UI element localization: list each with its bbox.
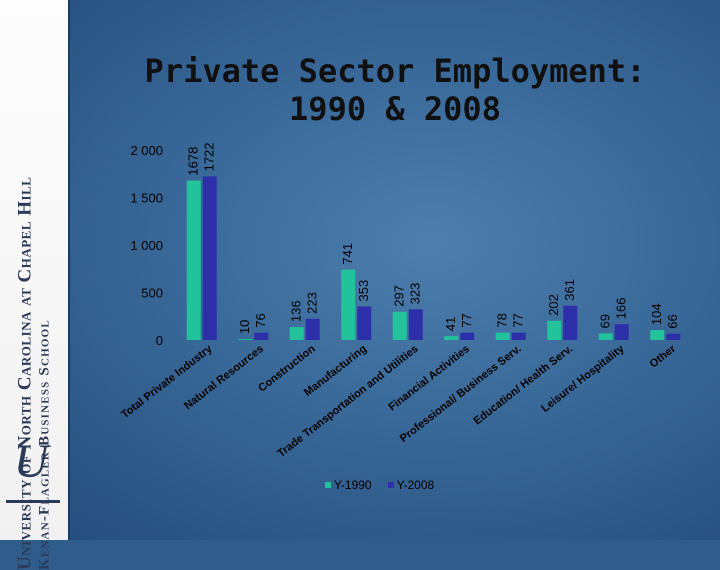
bar-value-label: 297 [392, 285, 407, 307]
bar [495, 332, 510, 340]
bar [460, 332, 475, 340]
chart-title-line-1: Private Sector Employment: [144, 52, 646, 90]
bar-value-label: 166 [614, 298, 629, 320]
bar [392, 311, 407, 340]
legend-swatch-y-2008 [387, 482, 394, 488]
university-sidebar: University of North Carolina at Chapel H… [0, 0, 70, 570]
bar [408, 309, 423, 340]
legend-swatch-y-1990 [325, 482, 331, 488]
category-label: Total Private Industry [119, 342, 215, 421]
bar-value-label: 77 [459, 313, 474, 327]
bar [238, 339, 253, 340]
bar-chart: 0 500 1 000 1 500 2 000 1678 1722 Total Private… [119, 142, 681, 460]
bar-value-label: 1678 [186, 147, 201, 176]
bar-value-label: 323 [408, 283, 423, 305]
bar [254, 332, 269, 340]
bar-value-label: 78 [495, 313, 510, 327]
bar [341, 269, 356, 340]
bar [650, 330, 665, 340]
bar [202, 176, 217, 340]
bar [547, 320, 562, 340]
bar-value-label: 741 [340, 243, 355, 265]
logo-underline [6, 500, 60, 503]
y-tick-label: 500 [141, 286, 163, 301]
bar-value-label: 361 [562, 279, 577, 301]
bar-value-label: 76 [253, 313, 268, 327]
slide-background [0, 0, 720, 540]
bar-value-label: 1722 [202, 142, 217, 171]
chart-title-line-2: 1990 & 2008 [289, 90, 501, 128]
legend-label-y-1990: Y-1990 [334, 478, 372, 492]
bar-value-label: 223 [305, 292, 320, 314]
bar-value-label: 66 [665, 314, 680, 328]
bar [511, 332, 526, 340]
bar [563, 305, 578, 340]
legend-item-y-1990: Y-1990 [325, 478, 372, 492]
bar-value-label: 104 [649, 303, 664, 325]
bar [289, 327, 304, 340]
bar-value-label: 10 [237, 320, 252, 334]
university-logo: U [13, 435, 49, 488]
bar-value-label: 77 [511, 313, 526, 327]
bar-value-label: 41 [443, 317, 458, 331]
bar [186, 180, 201, 340]
bar [666, 333, 681, 340]
legend-label-y-2008: Y-2008 [396, 478, 435, 492]
bar [444, 336, 459, 340]
legend-item-y-2008: Y-2008 [387, 478, 435, 492]
bar [357, 306, 372, 340]
bar-value-label: 69 [598, 314, 613, 328]
category-label: Leisure/ Hospitality [539, 342, 627, 414]
chart-title: Private Sector Employment: 1990 & 2008 [100, 52, 690, 128]
chart-legend: Y-1990 Y-2008 [325, 478, 434, 492]
y-tick-label: 2 000 [130, 143, 163, 158]
category-label: Other [648, 342, 679, 370]
y-tick-label: 1 500 [130, 191, 163, 206]
bar [305, 318, 320, 340]
category-label: Education/ Health Serv. [472, 343, 576, 428]
bar [598, 333, 613, 340]
y-tick-label: 1 000 [130, 238, 163, 253]
bar [614, 324, 629, 340]
bar-value-label: 202 [546, 294, 561, 316]
y-tick-label: 0 [156, 333, 163, 348]
bar-value-label: 136 [289, 300, 304, 322]
bar-value-label: 353 [356, 280, 371, 302]
